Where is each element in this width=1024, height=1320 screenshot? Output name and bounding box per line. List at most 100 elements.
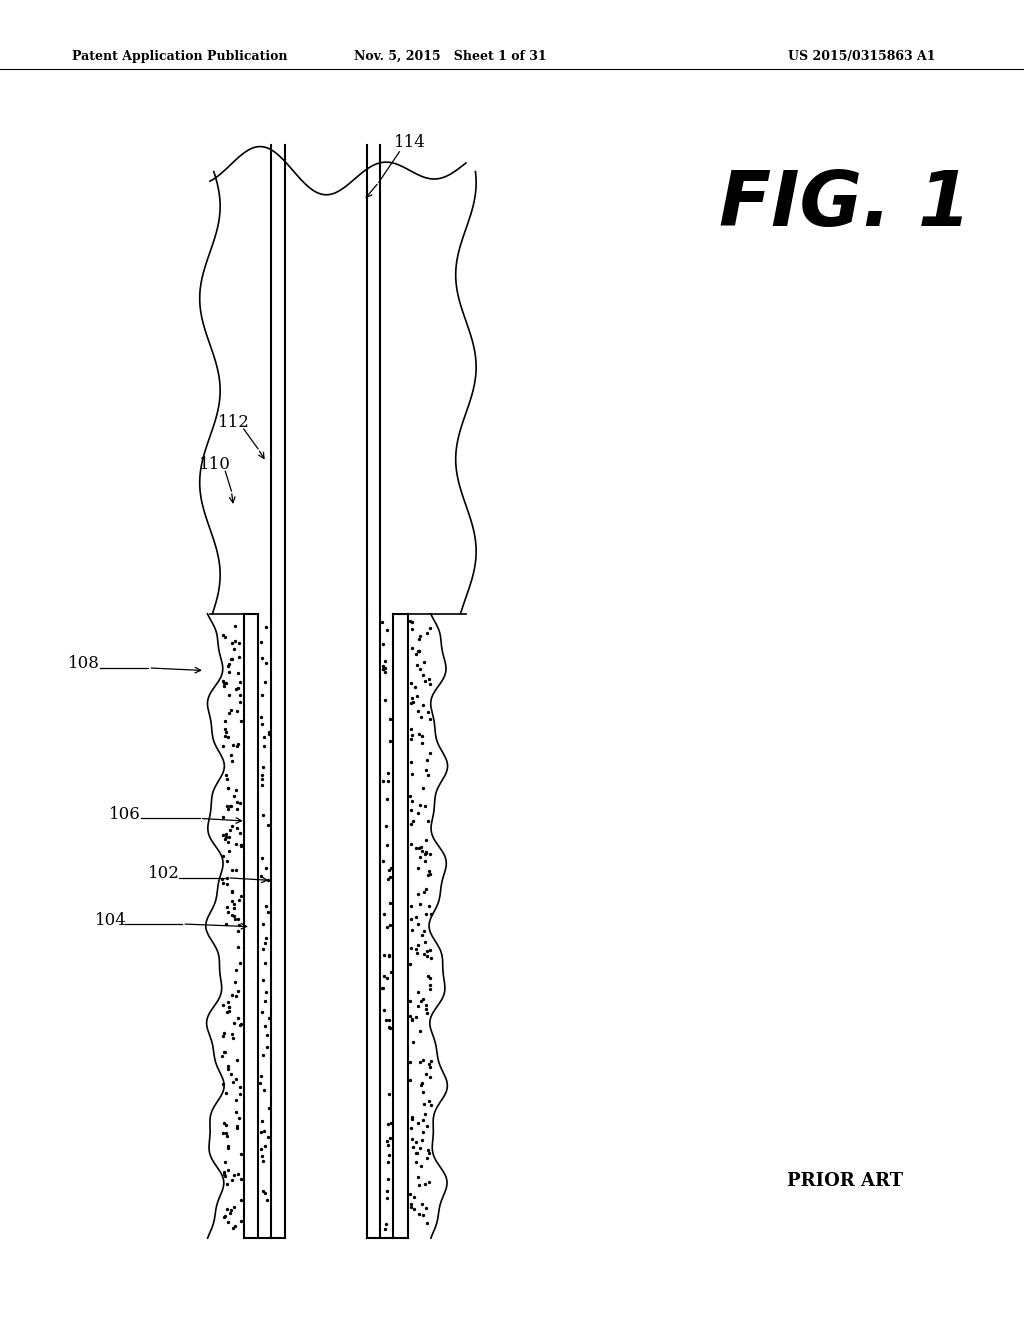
Point (232, 1189, 249, 1210)
Point (401, 610, 418, 631)
Point (227, 1216, 244, 1237)
Point (253, 1139, 269, 1160)
Point (215, 1024, 231, 1045)
Point (420, 1139, 436, 1160)
Point (256, 735, 272, 756)
Point (403, 1118, 420, 1139)
Point (403, 638, 420, 659)
Point (375, 655, 391, 676)
Text: 106: 106 (109, 807, 141, 822)
Point (379, 619, 395, 640)
Point (413, 1155, 429, 1176)
Point (216, 1162, 232, 1183)
Point (401, 1069, 418, 1090)
Point (252, 1073, 268, 1094)
Point (410, 913, 426, 935)
Point (381, 1008, 397, 1030)
Point (414, 1193, 430, 1214)
Point (406, 1187, 422, 1208)
Point (221, 841, 238, 862)
Point (409, 1143, 425, 1164)
Point (224, 649, 241, 671)
Point (379, 834, 395, 855)
Point (260, 1127, 276, 1148)
Point (220, 726, 237, 747)
Point (257, 927, 273, 948)
Point (403, 1196, 420, 1217)
Point (231, 915, 248, 936)
Point (226, 906, 243, 927)
Point (403, 764, 420, 785)
Point (421, 896, 437, 917)
Point (218, 824, 234, 845)
Point (259, 902, 275, 923)
Point (401, 785, 418, 807)
Point (256, 1015, 272, 1036)
Point (255, 1044, 271, 1065)
Point (411, 723, 427, 744)
Text: 110: 110 (199, 457, 231, 473)
Point (412, 626, 428, 647)
Point (423, 903, 439, 924)
Point (417, 671, 433, 692)
Point (412, 1052, 428, 1073)
Point (414, 837, 430, 858)
Point (223, 700, 240, 721)
Point (376, 965, 392, 986)
Point (257, 616, 273, 638)
Point (255, 804, 271, 825)
Point (403, 791, 420, 812)
Point (415, 1110, 431, 1131)
Point (422, 968, 438, 989)
Point (417, 932, 433, 953)
Point (217, 726, 233, 747)
Point (374, 611, 390, 632)
Point (379, 968, 395, 989)
Point (228, 1068, 245, 1089)
Point (380, 869, 396, 890)
Point (255, 939, 271, 960)
Point (231, 685, 248, 706)
Point (229, 920, 246, 941)
Point (229, 799, 246, 820)
Point (232, 1210, 249, 1232)
Point (221, 997, 238, 1018)
Point (403, 673, 420, 694)
Point (377, 649, 393, 671)
Point (411, 1204, 427, 1225)
Point (231, 632, 248, 653)
Point (409, 942, 425, 964)
Text: Patent Application Publication: Patent Application Publication (72, 50, 287, 63)
Point (253, 648, 269, 669)
Point (419, 622, 435, 643)
Point (408, 837, 424, 858)
Point (216, 1113, 232, 1134)
Point (402, 908, 419, 929)
Point (219, 777, 236, 799)
Point (228, 701, 245, 722)
Point (256, 1078, 272, 1100)
Text: 108: 108 (68, 656, 100, 672)
Point (403, 618, 420, 639)
Point (379, 789, 395, 810)
Point (254, 1002, 270, 1023)
Point (256, 1121, 272, 1142)
Point (401, 1052, 418, 1073)
Point (403, 688, 420, 709)
Point (259, 1024, 275, 1045)
Point (418, 842, 434, 863)
Point (403, 920, 420, 941)
Point (215, 1041, 231, 1063)
Point (375, 771, 391, 792)
Point (227, 859, 244, 880)
Point (257, 1183, 273, 1204)
Point (226, 1012, 243, 1034)
Point (417, 1173, 433, 1195)
Point (378, 1213, 394, 1234)
Point (260, 814, 276, 836)
Point (232, 886, 249, 907)
Point (418, 1197, 434, 1218)
Point (219, 1059, 236, 1080)
Point (255, 756, 271, 777)
Point (218, 764, 234, 785)
